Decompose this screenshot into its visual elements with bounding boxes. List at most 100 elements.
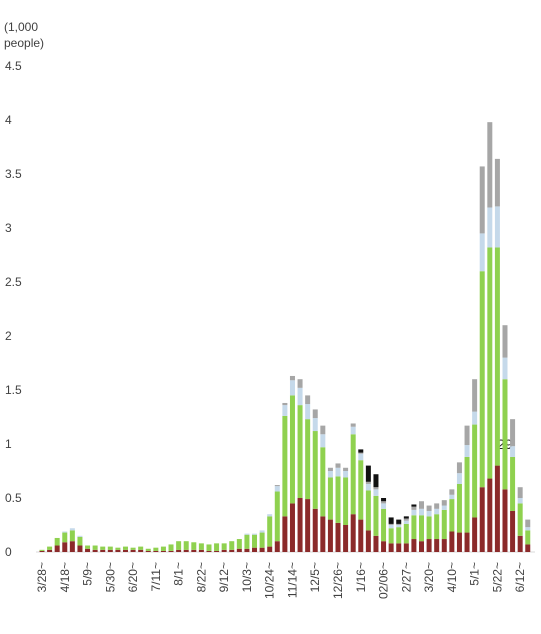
bar-segment (403, 518, 409, 521)
bar-segment (456, 473, 462, 484)
bar-segment (327, 519, 333, 552)
bar-segment (388, 543, 394, 552)
bar-segment (494, 465, 500, 552)
bar-segment (494, 158, 500, 207)
bar-segment (39, 550, 45, 552)
bar-segment (335, 522, 341, 552)
bar-segment (479, 487, 485, 552)
bar-segment (267, 516, 273, 547)
x-tick-label: 11/14~ (285, 562, 299, 598)
y-tick-label: 2.5 (5, 275, 22, 289)
y-tick-label: 4 (5, 113, 12, 127)
bar-segment (487, 207, 493, 248)
bar-segment (335, 463, 341, 468)
bar-segment (365, 465, 371, 482)
bar-segment (426, 505, 432, 511)
bar-segment (267, 514, 273, 517)
bar-segment (403, 516, 409, 519)
bar-segment (472, 517, 478, 552)
bar-segment (252, 534, 258, 548)
bar-segment (502, 325, 508, 358)
x-tick-label: 12/26~ (331, 562, 345, 599)
x-tick-label: 2/27~ (399, 562, 413, 592)
bar-segment (47, 546, 53, 550)
bar-segment (259, 530, 265, 533)
bar-segment (426, 516, 432, 540)
bar-segment (343, 477, 349, 525)
bar-segment (373, 489, 379, 496)
bar-segment (282, 402, 288, 406)
bar-segment (441, 500, 447, 506)
bar-segment (168, 550, 174, 552)
bar-segment (267, 546, 273, 552)
bar-segment (335, 467, 341, 477)
bar-segment (115, 549, 121, 552)
bar-segment (176, 541, 182, 550)
bar-segment (320, 425, 326, 435)
x-tick-label: 10/24~ (263, 562, 277, 599)
bar-segment (206, 550, 212, 552)
bar-segment (153, 547, 159, 551)
bar-segment (160, 546, 166, 551)
bar-segment (259, 532, 265, 548)
bar-segment (403, 520, 409, 524)
bar-segment (282, 415, 288, 517)
bar-segment (320, 516, 326, 552)
bar-segment (122, 549, 128, 552)
bar-segment (214, 550, 220, 552)
bar-segment (510, 419, 516, 447)
x-tick-label: 3/28~ (35, 562, 49, 592)
bar-segment (191, 549, 197, 552)
bar-segment (168, 544, 174, 551)
bar-segment (69, 530, 75, 542)
x-tick-label: 1/16~ (354, 562, 368, 592)
bar-segment (396, 527, 402, 544)
bar-segment (160, 550, 166, 552)
bar-segment (122, 546, 128, 550)
bar-segment (107, 549, 113, 552)
x-tick-label: 4/18~ (58, 562, 72, 592)
bar-segment (487, 478, 493, 552)
bar-segment (282, 405, 288, 416)
bar-segment (426, 539, 432, 552)
bar-segment (236, 539, 242, 549)
bar-segment (472, 411, 478, 425)
bar-segment (456, 483, 462, 533)
bar-segment (517, 503, 523, 536)
bar-segment (479, 233, 485, 272)
bar-segment (381, 503, 387, 509)
bar-segment (517, 498, 523, 504)
bar-segment (525, 530, 531, 545)
bar-segment (320, 434, 326, 448)
bar-segment (54, 545, 60, 552)
bar-segment (312, 409, 318, 419)
bar-segment (487, 122, 493, 208)
bar-segment (472, 379, 478, 412)
bar-segment (335, 476, 341, 523)
bar-segment (411, 539, 417, 552)
bar-segment (502, 379, 508, 490)
bar-segment (252, 547, 258, 552)
bar-segment (289, 375, 295, 381)
bar-segment (403, 543, 409, 552)
bar-segment (289, 503, 295, 552)
bar-segment (176, 549, 182, 552)
bar-segment (479, 271, 485, 488)
bar-segment (54, 537, 60, 546)
bar-segment (297, 405, 303, 498)
y-tick-label: 0.5 (5, 491, 22, 505)
bar-segment (198, 543, 204, 550)
bar-segment (494, 247, 500, 466)
bar-segment (47, 549, 53, 552)
bar-segment (274, 485, 280, 487)
bar-segment (115, 547, 121, 550)
bar-segment (510, 456, 516, 511)
bar-segment (62, 532, 68, 543)
bar-segment (464, 532, 470, 552)
bar-segment (358, 452, 364, 454)
bar-segment (130, 549, 136, 552)
bar-segment (39, 549, 45, 551)
bar-segment (441, 539, 447, 552)
bar-segment (403, 523, 409, 544)
